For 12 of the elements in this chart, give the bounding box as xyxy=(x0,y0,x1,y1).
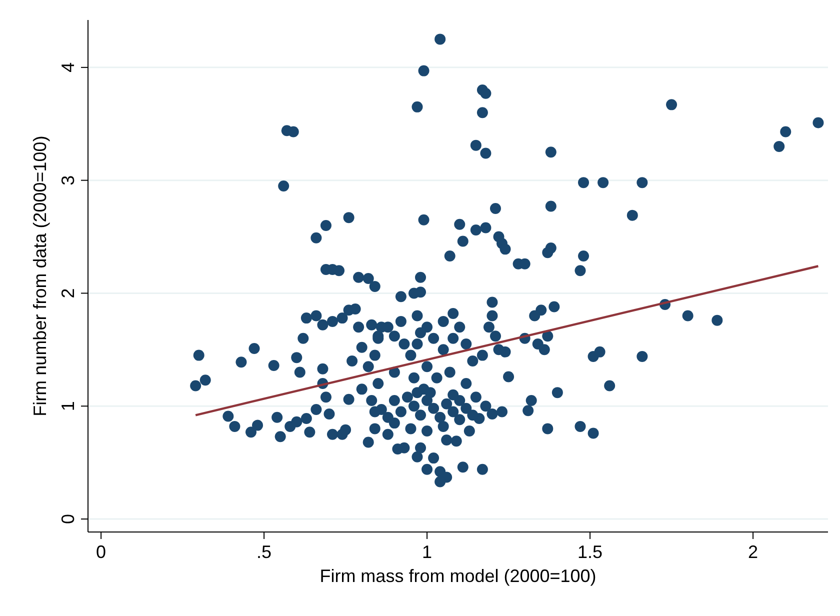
y-tick-label: 1 xyxy=(58,401,78,412)
y-tick-label: 2 xyxy=(58,288,78,298)
y-axis-title: Firm number from data (2000=100) xyxy=(30,136,50,416)
y-tick-label: 0 xyxy=(58,514,78,524)
x-tick-label: 1 xyxy=(422,542,432,562)
x-tick-label: 1.5 xyxy=(578,542,603,562)
y-tick-label: 3 xyxy=(58,175,78,186)
x-axis-title: Firm mass from model (2000=100) xyxy=(320,566,596,586)
x-tick-label: 0 xyxy=(96,542,106,562)
y-tick-label: 4 xyxy=(58,62,78,72)
x-tick-label: 2 xyxy=(748,542,758,562)
x-tick-label: .5 xyxy=(256,542,272,562)
